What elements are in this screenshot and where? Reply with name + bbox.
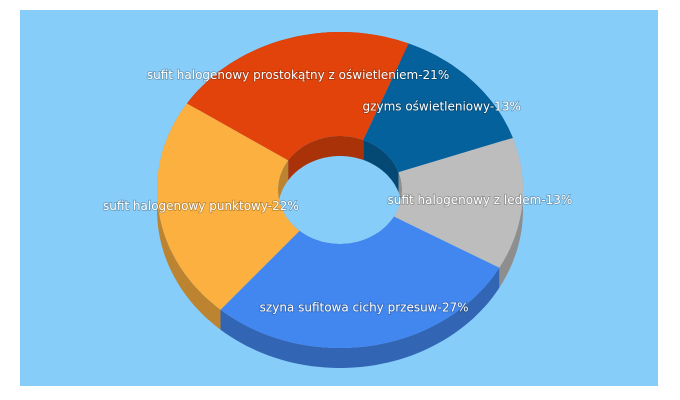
slice xyxy=(220,216,500,348)
slice-side xyxy=(157,103,221,330)
slice xyxy=(157,103,300,310)
slice-side xyxy=(499,137,523,288)
slice-label: sufit halogenowy punktowy-22% xyxy=(103,199,299,213)
slice xyxy=(363,43,513,173)
slice xyxy=(394,137,523,268)
slice-label: sufit halogenowy prostokątny z oświetlen… xyxy=(147,68,449,82)
slice-inner-side xyxy=(288,136,364,181)
slice-label: szyna sufitowa cichy przesuw-27% xyxy=(260,301,469,315)
slice-label: gzyms oświetleniowy-13% xyxy=(363,100,521,114)
slice-inner-side xyxy=(363,139,399,193)
slice xyxy=(187,32,409,161)
slice-label: sufit halogenowy z ledem-13% xyxy=(388,193,573,207)
slice-side xyxy=(220,267,500,368)
